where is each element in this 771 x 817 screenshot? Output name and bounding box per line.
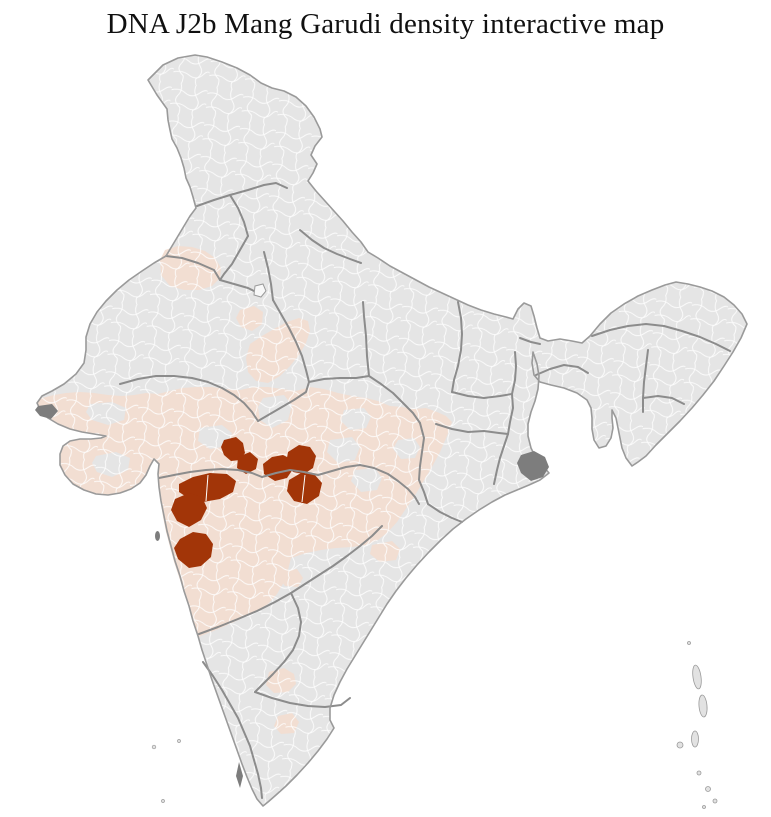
page-title: DNA J2b Mang Garudi density interactive …	[106, 8, 665, 40]
water-features	[35, 404, 549, 788]
andaman-nicobar-islands[interactable]	[676, 641, 718, 809]
lakshadweep-islands[interactable]	[151, 739, 181, 803]
mumbai-coast-mark	[155, 531, 160, 541]
kerala-backwaters	[236, 762, 243, 788]
district-mesh-overlay	[37, 55, 747, 806]
high-density-district[interactable]	[237, 452, 258, 474]
high-density-district[interactable]	[221, 437, 245, 461]
delhi-district[interactable]	[253, 283, 267, 298]
state-borders	[119, 182, 731, 799]
sundarbans-delta	[517, 451, 549, 481]
high-density-district[interactable]	[171, 493, 207, 527]
high-density-district[interactable]	[287, 473, 322, 504]
high-density-splits	[205, 474, 306, 503]
kutch-west-tip	[35, 404, 58, 419]
high-density-district[interactable]	[286, 445, 316, 474]
high-density-district[interactable]	[174, 532, 213, 568]
high-density-districts[interactable]	[171, 437, 322, 568]
